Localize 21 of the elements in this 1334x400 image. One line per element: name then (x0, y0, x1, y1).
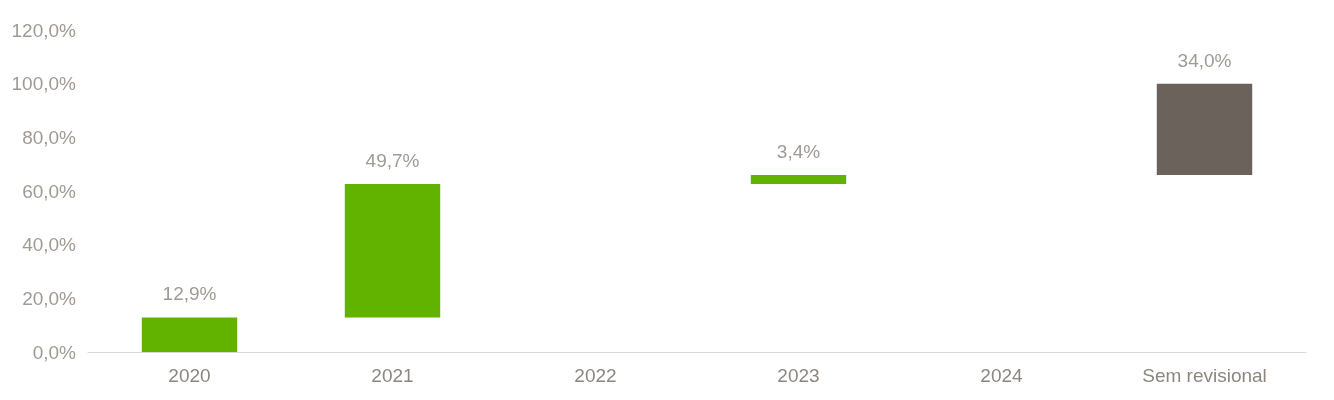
y-tick-label: 100,0% (11, 73, 77, 95)
x-tick-label: 2021 (371, 365, 414, 386)
data-label: 3,4% (776, 140, 821, 162)
bar (344, 184, 441, 318)
x-tick-label: Sem revisional (1142, 365, 1267, 386)
bar (1156, 83, 1253, 175)
x-tick-label: 2022 (574, 365, 617, 386)
y-tick-label: 80,0% (22, 126, 77, 148)
y-tick-label: 0,0% (32, 341, 77, 363)
x-tick-label: 2020 (168, 365, 211, 386)
y-tick-label: 120,0% (11, 19, 77, 41)
data-label: 12,9% (162, 283, 217, 305)
x-tick-label: 2024 (980, 365, 1024, 386)
data-label: 49,7% (365, 150, 420, 172)
bar (750, 174, 847, 185)
data-label: 34,0% (1177, 49, 1232, 71)
bar (141, 317, 238, 352)
y-tick-label: 40,0% (22, 234, 77, 256)
y-tick-label: 20,0% (22, 287, 77, 309)
x-tick-label: 2023 (777, 365, 820, 386)
y-tick-label: 60,0% (22, 180, 77, 202)
